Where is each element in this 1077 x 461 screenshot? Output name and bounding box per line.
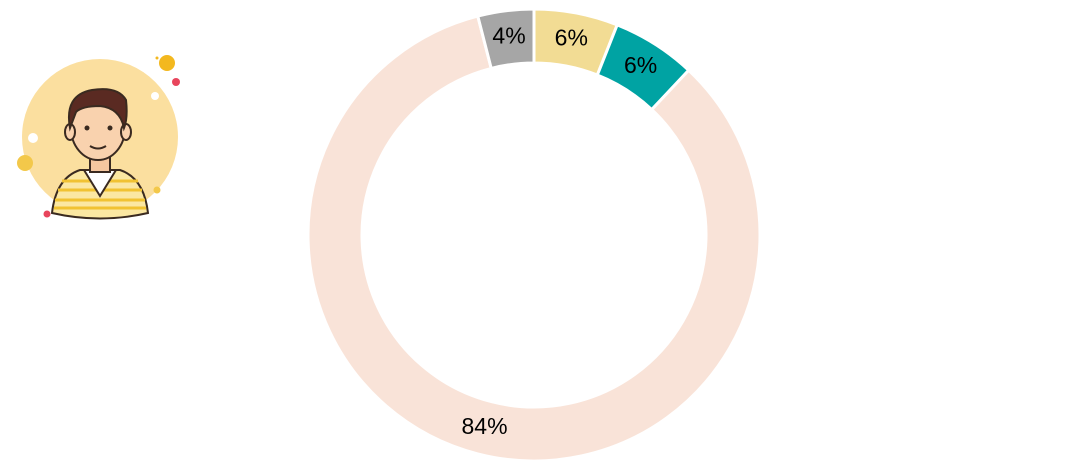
data-label: 84% — [461, 413, 507, 439]
donut-segment — [475, 7, 536, 71]
donut-segment — [306, 14, 762, 461]
data-label: 4% — [492, 23, 525, 49]
avatar — [17, 55, 180, 220]
data-label: 6% — [555, 25, 588, 51]
data-label: 6% — [624, 52, 657, 78]
